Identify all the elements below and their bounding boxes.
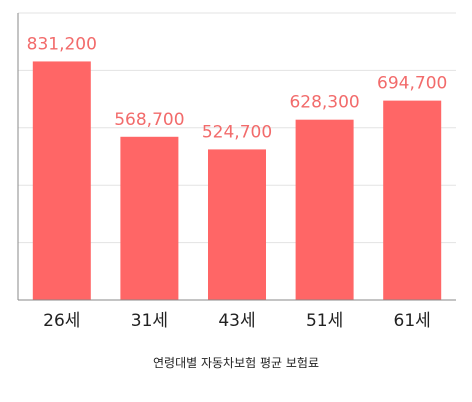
data-label-2: 568,700 — [114, 110, 184, 130]
chart-caption: 연령대별 자동차보험 평균 보험료 — [152, 356, 319, 370]
x-tick-label-1: 26세 — [43, 311, 80, 331]
bar-4 — [295, 119, 354, 300]
bar-5 — [383, 100, 442, 301]
x-tick-label-4: 51세 — [306, 311, 343, 331]
bar-2 — [120, 136, 179, 300]
data-label-1: 831,200 — [27, 34, 97, 54]
data-label-3: 524,700 — [202, 122, 272, 142]
x-tick-label-3: 43세 — [218, 311, 255, 331]
bar-3 — [208, 149, 266, 300]
data-label-5: 694,700 — [377, 74, 447, 94]
x-tick-label-2: 31세 — [131, 311, 168, 331]
bar-chart: 831,200 26세 568,700 31세 524,700 43세 628,300 51세… — [17, 12, 456, 331]
bar-1 — [32, 61, 91, 300]
x-tick-label-5: 61세 — [394, 311, 431, 331]
data-label-4: 628,300 — [289, 93, 359, 113]
